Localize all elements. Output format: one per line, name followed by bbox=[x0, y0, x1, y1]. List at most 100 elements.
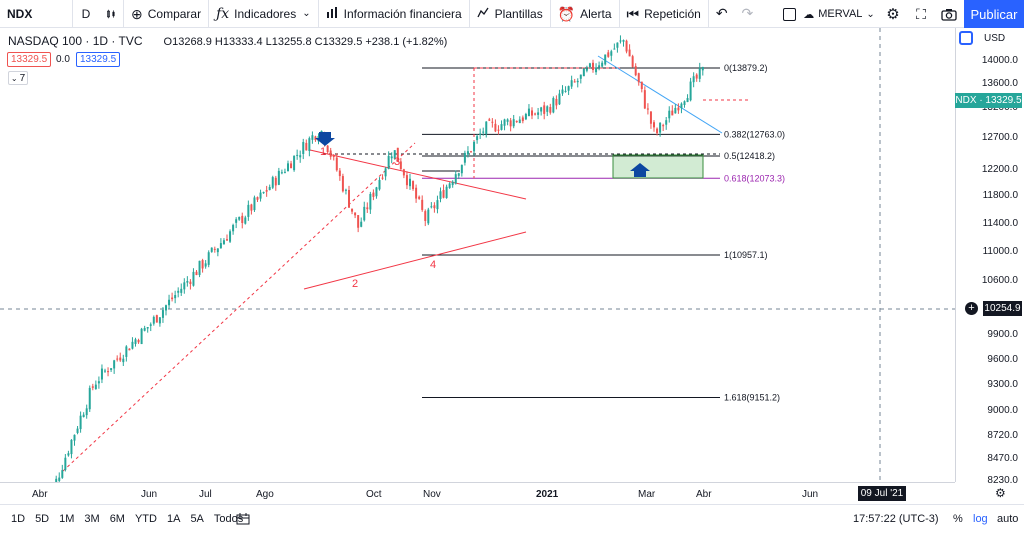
candle-body bbox=[341, 176, 344, 192]
candle-body bbox=[534, 113, 537, 115]
replay-button[interactable]: ⏮ Repetición bbox=[620, 0, 708, 28]
candle-body bbox=[378, 179, 381, 190]
redo-icon[interactable]: ↷ bbox=[741, 5, 754, 21]
range-button-5a[interactable]: 5A bbox=[190, 513, 204, 525]
candle-body bbox=[76, 428, 79, 433]
candle-body bbox=[146, 327, 149, 329]
compare-button[interactable]: ⊕ Comparar bbox=[124, 0, 208, 28]
plus-circle-icon: ⊕ bbox=[131, 5, 143, 22]
layout-selector[interactable]: ☁ MERVAL ⌄ bbox=[803, 0, 875, 28]
candle-body bbox=[518, 119, 521, 124]
candle-body bbox=[88, 387, 91, 410]
wave-label: 1 bbox=[320, 146, 326, 158]
price-tick-label: 13600.0 bbox=[981, 78, 1018, 90]
fullscreen-icon[interactable]: ⛶ bbox=[916, 5, 926, 22]
range-button-1a[interactable]: 1A bbox=[166, 513, 181, 525]
indicator-count: 7 bbox=[19, 72, 26, 84]
date-range-icon[interactable] bbox=[236, 504, 250, 533]
gear-icon[interactable]: ⚙ bbox=[995, 486, 1006, 500]
interval-button[interactable]: D bbox=[81, 6, 91, 21]
candle-body bbox=[329, 150, 332, 157]
auto-toggle[interactable]: auto bbox=[997, 512, 1019, 525]
candle-body bbox=[552, 97, 555, 113]
separator bbox=[618, 0, 620, 28]
log-toggle[interactable]: log bbox=[973, 512, 988, 525]
candle-body bbox=[274, 177, 277, 186]
candle-body bbox=[232, 224, 235, 232]
candle-body bbox=[302, 142, 305, 155]
time-axis[interactable]: Abr Jun Jul Ago Oct Nov 2021 Mar Abr Jun bbox=[0, 482, 955, 503]
candle-body bbox=[610, 51, 613, 56]
candle-body bbox=[186, 281, 189, 283]
symbol-search[interactable]: NDX bbox=[7, 6, 33, 21]
camera-icon[interactable] bbox=[936, 0, 962, 28]
alert-button[interactable]: ⏰ Alerta bbox=[551, 0, 619, 28]
candle-body bbox=[183, 282, 186, 290]
candle-body bbox=[470, 151, 472, 153]
candle-body bbox=[360, 221, 363, 227]
candle-body bbox=[113, 360, 116, 369]
publish-button[interactable]: Publicar bbox=[964, 0, 1024, 28]
range-button-3m[interactable]: 3M bbox=[84, 513, 100, 525]
range-button-1d[interactable]: 1D bbox=[11, 513, 26, 525]
candle-body bbox=[58, 477, 61, 481]
candle-body bbox=[601, 62, 604, 67]
currency-label[interactable]: USD bbox=[984, 33, 1006, 44]
range-button-todos[interactable]: Todos bbox=[213, 513, 244, 525]
candle-body bbox=[73, 434, 76, 441]
gear-icon[interactable]: ⚙ bbox=[886, 6, 900, 23]
candle-body bbox=[466, 151, 469, 155]
fullscreen-layout-icon[interactable] bbox=[778, 0, 800, 28]
ask-price[interactable]: 13329.5 bbox=[76, 52, 121, 67]
candle-body bbox=[308, 138, 311, 151]
candle-body bbox=[290, 163, 293, 169]
separator bbox=[707, 0, 709, 28]
candle-body bbox=[210, 247, 213, 252]
range-button-5d[interactable]: 5D bbox=[35, 513, 50, 525]
time-tick-label: Jun bbox=[141, 489, 158, 500]
candle-body bbox=[622, 40, 625, 42]
clock-time[interactable]: 17:57:22 (UTC-3) bbox=[853, 512, 939, 525]
candle-body bbox=[433, 205, 436, 209]
candle-body bbox=[158, 317, 161, 324]
candle-body bbox=[503, 119, 506, 126]
trend-dashed-line bbox=[62, 142, 416, 472]
candle-body bbox=[134, 339, 137, 344]
bid-price[interactable]: 13329.5 bbox=[7, 52, 52, 67]
candle-body bbox=[430, 206, 433, 208]
candle-body bbox=[683, 101, 686, 105]
templates-button[interactable]: Plantillas bbox=[470, 0, 550, 28]
separator bbox=[549, 0, 551, 28]
financial-info-button[interactable]: Información financiera bbox=[319, 0, 469, 28]
candle-body bbox=[659, 122, 662, 133]
candle-body bbox=[701, 66, 704, 71]
candle-body bbox=[619, 40, 622, 42]
candle-body bbox=[116, 358, 119, 360]
price-tick-label: 9300.0 bbox=[987, 378, 1018, 390]
candle-body bbox=[454, 174, 457, 184]
candles-icon[interactable] bbox=[99, 0, 123, 28]
price-tick-label: 9600.0 bbox=[987, 353, 1018, 365]
candle-body bbox=[402, 169, 405, 176]
candle-body bbox=[473, 141, 476, 152]
percent-toggle[interactable]: % bbox=[953, 512, 963, 525]
candle-body bbox=[125, 346, 128, 357]
add-alert-plus-icon[interactable]: + bbox=[965, 302, 978, 315]
price-tick-label: 8720.0 bbox=[987, 429, 1018, 441]
range-button-1m[interactable]: 1M bbox=[59, 513, 75, 525]
candle-body bbox=[396, 147, 399, 162]
undo-icon[interactable]: ↶ bbox=[715, 5, 728, 21]
candle-body bbox=[381, 177, 384, 179]
indicators-toggle[interactable]: ⌄ 7 bbox=[8, 71, 28, 85]
candle-body bbox=[259, 192, 262, 199]
scale-mode-button[interactable] bbox=[959, 31, 973, 45]
range-button-6m[interactable]: 6M bbox=[109, 513, 125, 525]
range-button-ytd[interactable]: YTD bbox=[134, 513, 157, 525]
candle-body bbox=[579, 74, 582, 79]
candle-body bbox=[122, 358, 125, 363]
indicators-button[interactable]: ƒx Indicadores ⌄ bbox=[209, 0, 318, 28]
price-chart[interactable]: 0(13879.2) 0.382(12763.0) 0.5(12418.2) 0.61… bbox=[0, 28, 955, 482]
candle-body bbox=[229, 231, 232, 242]
candle-body bbox=[91, 386, 94, 388]
function-icon: ƒx bbox=[216, 5, 230, 22]
